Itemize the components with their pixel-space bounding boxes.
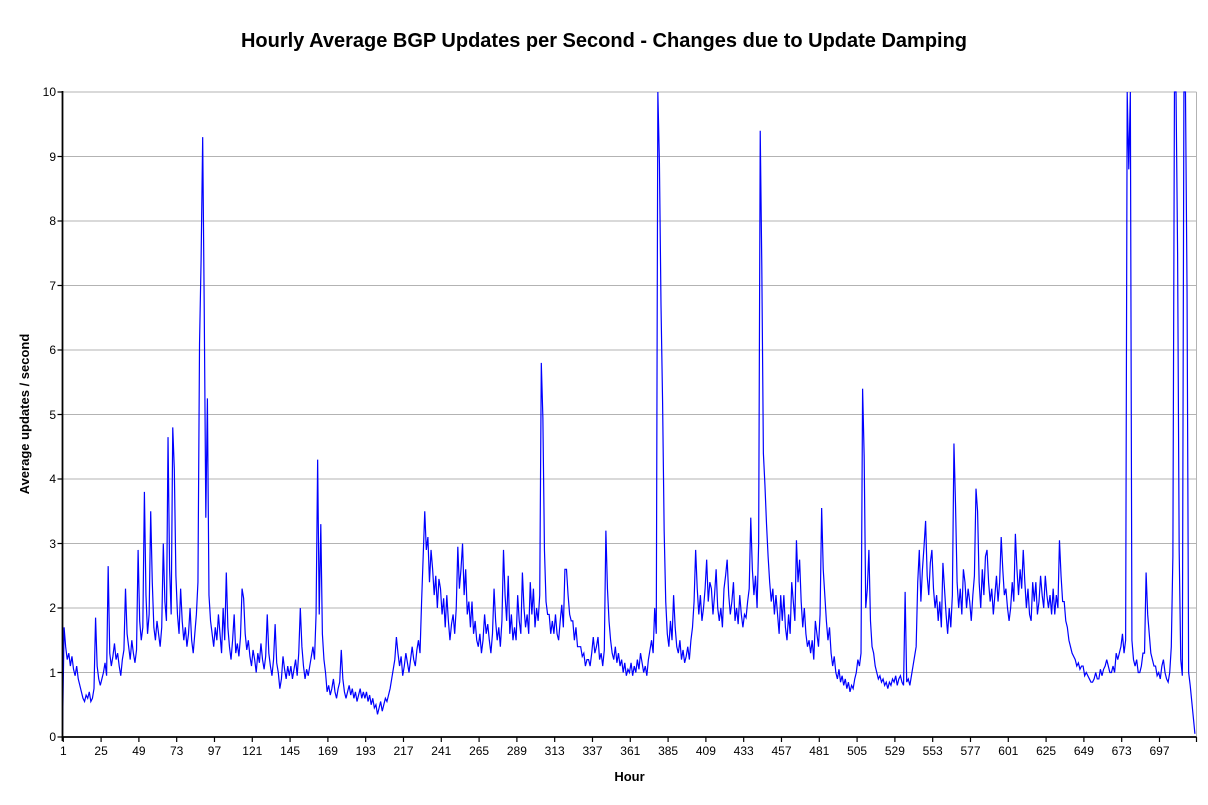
x-axis-title: Hour <box>614 769 645 784</box>
y-axis-tick-label: 9 <box>49 149 56 164</box>
y-axis-tick-label: 0 <box>49 730 56 744</box>
x-axis-tick-label: 241 <box>431 744 452 758</box>
x-axis-tick-label: 49 <box>132 744 146 758</box>
x-axis-tick-label: 25 <box>94 744 108 758</box>
x-axis-tick-label: 577 <box>960 744 981 758</box>
x-axis-tick-label: 97 <box>207 744 222 758</box>
y-axis-tick-label: 1 <box>49 665 56 680</box>
x-axis-tick-label: 553 <box>922 744 943 758</box>
x-axis-tick-label: 529 <box>884 744 905 758</box>
series-line-hourly-average-bgp-updates <box>61 91 1196 734</box>
x-axis-tick-label: 481 <box>809 744 830 758</box>
x-axis-tick-label: 673 <box>1111 744 1132 758</box>
x-axis-tick-label: 217 <box>393 744 414 758</box>
x-axis-tick-label: 337 <box>582 744 603 758</box>
x-axis-tick-label: 361 <box>620 744 641 758</box>
x-axis-tick-label: 1 <box>59 744 67 758</box>
x-axis-tick-label: 625 <box>1036 744 1057 758</box>
x-axis-tick-label: 649 <box>1073 744 1094 758</box>
x-axis-tick-label: 433 <box>733 744 754 758</box>
y-axis-tick-label: 5 <box>49 407 56 422</box>
x-axis-tick-label: 121 <box>242 744 263 758</box>
x-axis-tick-label: 601 <box>998 744 1019 758</box>
x-axis-tick-label: 73 <box>170 744 184 758</box>
y-axis-tick-label: 3 <box>49 536 56 551</box>
y-axis-tick-label: 4 <box>49 472 56 486</box>
y-axis-tick-label: 10 <box>42 85 56 99</box>
x-axis-tick-label: 265 <box>469 744 490 758</box>
y-axis-tick-label: 2 <box>49 601 56 615</box>
x-axis-tick-label: 169 <box>317 744 338 758</box>
y-axis-tick-label: 6 <box>49 343 56 357</box>
chart-title: Hourly Average BGP Updates per Second - … <box>240 30 968 52</box>
x-axis-tick-label: 145 <box>280 744 301 758</box>
x-axis-tick-label: 505 <box>847 744 868 758</box>
x-axis-tick-label: 289 <box>506 744 527 758</box>
y-axis-tick-label: 8 <box>49 214 56 228</box>
x-axis-tick-label: 697 <box>1149 744 1170 758</box>
x-axis-tick-label: 193 <box>355 744 376 758</box>
x-axis-tick-label: 409 <box>695 744 716 758</box>
x-axis-tick-label: 385 <box>658 744 679 758</box>
x-axis-tick-label: 457 <box>771 744 792 758</box>
y-axis-tick-label: 7 <box>49 278 56 293</box>
x-axis-tick-label: 313 <box>544 744 565 758</box>
